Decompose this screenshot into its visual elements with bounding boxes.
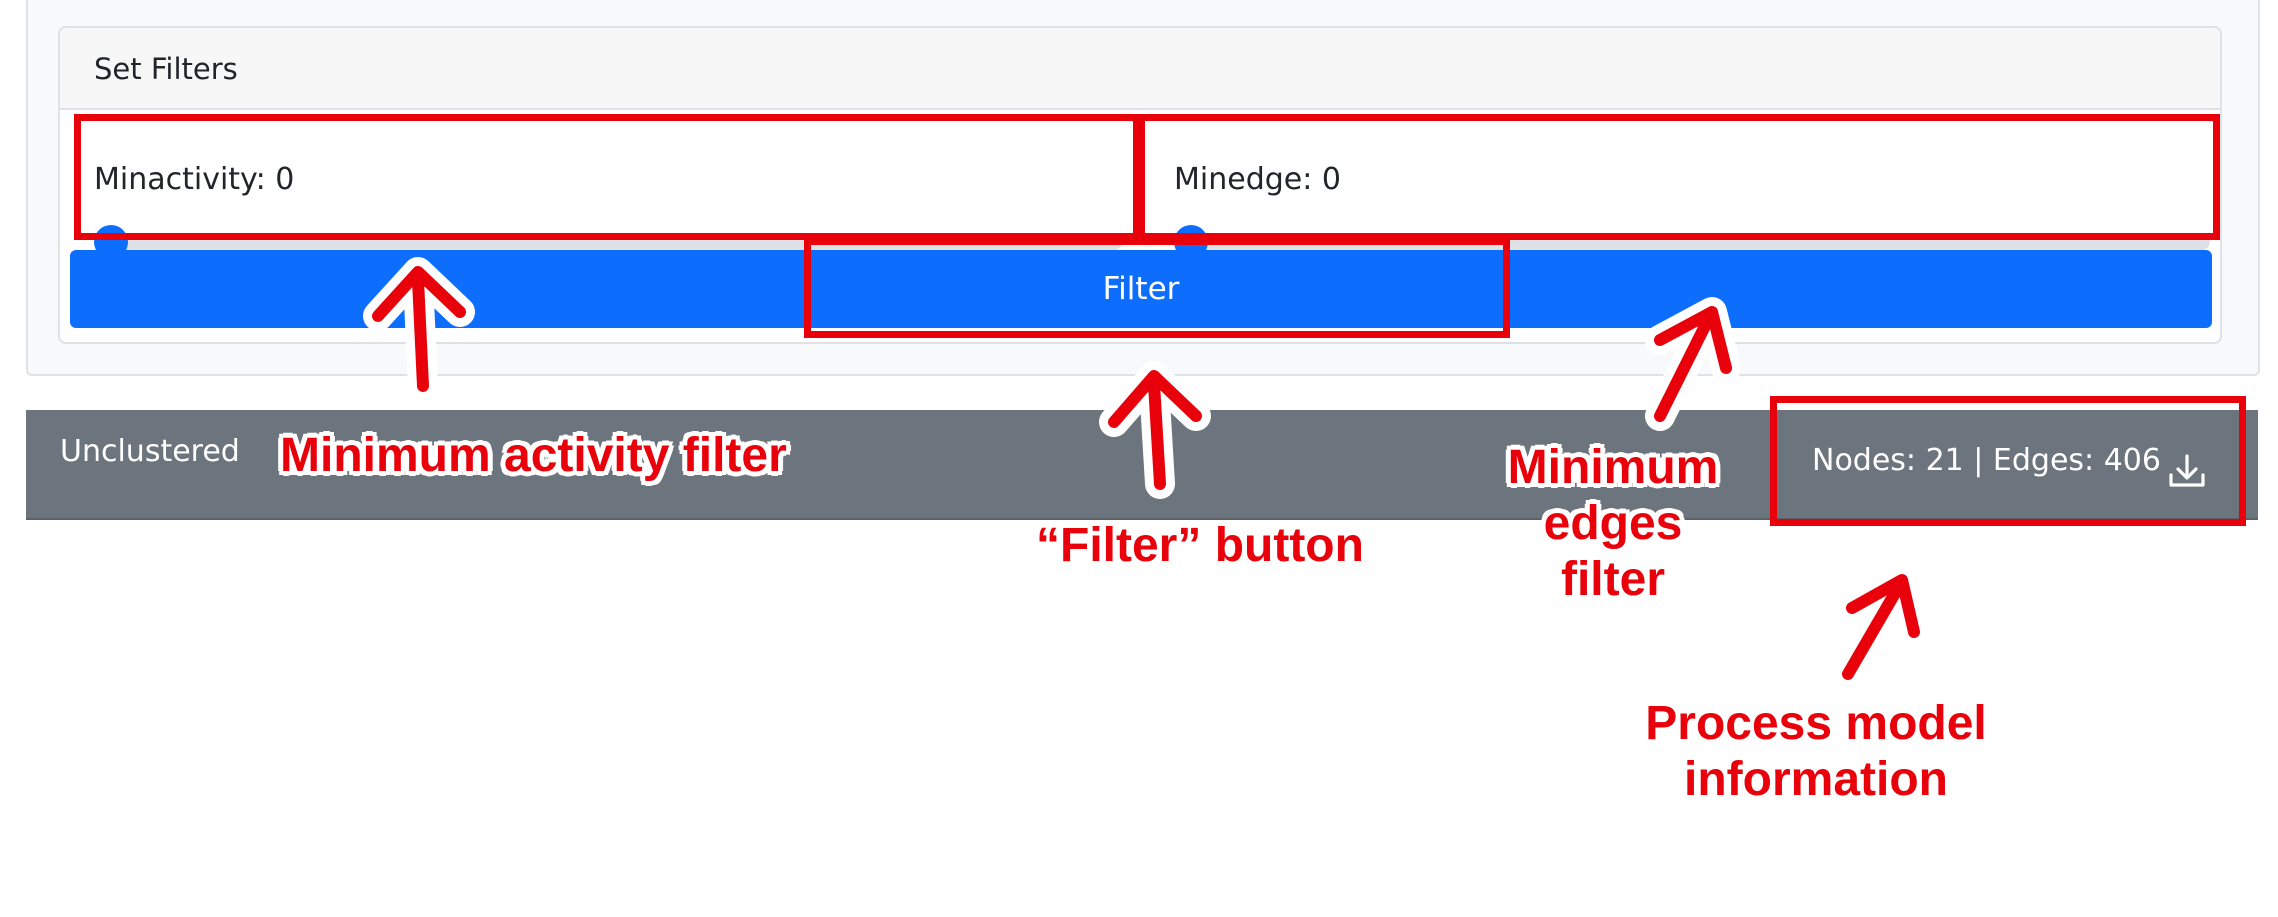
card-title: Set Filters	[94, 52, 238, 86]
annotation-arrow-minactivity	[363, 257, 475, 401]
minactivity-label: Minactivity: 0	[94, 162, 295, 197]
annotation-box-minedge	[1138, 114, 2220, 240]
annotation-label-minedges-line1: Minimum	[1507, 441, 1719, 494]
annotation-label-minedges: Minimum edges filter	[1488, 440, 1738, 608]
model-info: Nodes: 21 | Edges: 406	[1812, 443, 2161, 478]
annotation-label-model-info-line2: information	[1684, 753, 1948, 806]
annotation-box-filter-button	[804, 238, 1510, 338]
annotation-arrow-filter-button	[1099, 361, 1211, 499]
card-header: Set Filters	[60, 28, 2220, 110]
cluster-mode-label: Unclustered	[60, 434, 240, 469]
annotation-label-minedges-line2: edges	[1543, 497, 1683, 550]
annotation-label-filter-button: “Filter” button	[1036, 519, 1364, 572]
minedge-label: Minedge: 0	[1174, 162, 1341, 197]
download-icon[interactable]	[2166, 450, 2208, 492]
annotation-box-model-info	[1770, 396, 2246, 526]
annotation-label-model-info-line1: Process model	[1645, 697, 1987, 750]
annotation-arrow-model-info	[1833, 565, 1929, 689]
annotation-label-model-info: Process model information	[1616, 696, 2016, 808]
annotation-box-minactivity	[74, 114, 1140, 240]
annotation-label-minedges-line3: filter	[1560, 553, 1665, 606]
annotation-arrow-minedge	[1645, 297, 1741, 431]
annotation-label-minactivity: Minimum activity filter	[280, 429, 787, 482]
